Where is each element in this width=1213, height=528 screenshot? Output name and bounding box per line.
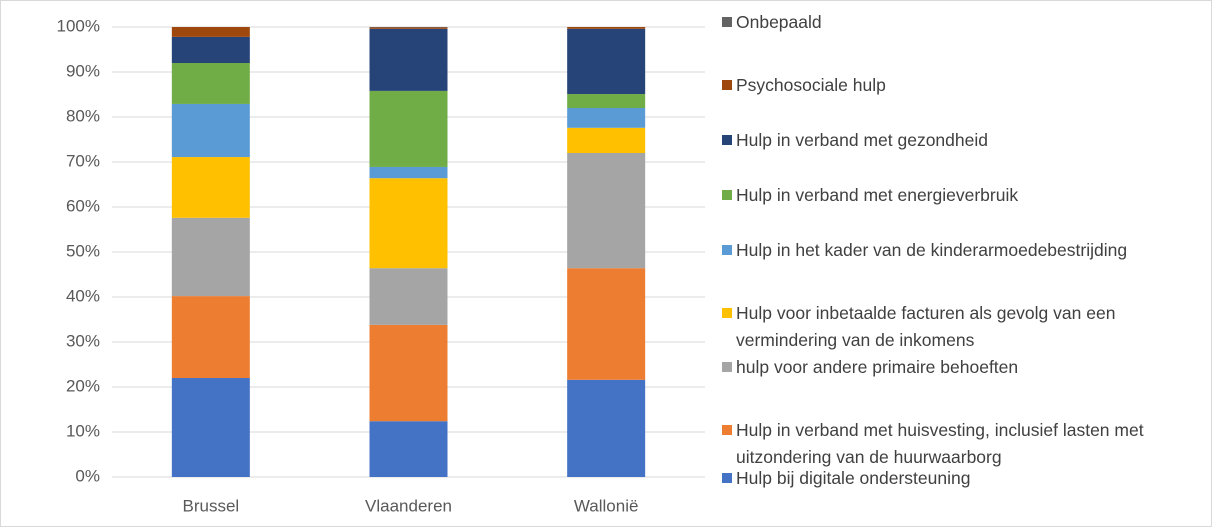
legend-item: Hulp in het kader van de kinderarmoedebe… xyxy=(722,237,1213,264)
bar-segment xyxy=(171,103,250,158)
legend-item: Hulp bij digitale ondersteuning xyxy=(722,465,1213,492)
y-tick-label: 80% xyxy=(66,106,100,125)
legend-swatch xyxy=(722,308,732,318)
legend-swatch xyxy=(722,80,732,90)
bar-segment xyxy=(369,90,448,167)
bar-segment xyxy=(567,268,646,380)
legend-swatch xyxy=(722,245,732,255)
y-tick-label: 30% xyxy=(66,331,100,350)
bar-segment xyxy=(369,324,448,422)
y-tick-label: 60% xyxy=(66,196,100,215)
bar-segment xyxy=(171,296,250,378)
y-tick-label: 20% xyxy=(66,376,100,395)
y-tick-label: 50% xyxy=(66,241,100,260)
y-tick-label: 100% xyxy=(57,16,100,35)
legend-item: Hulp voor inbetaalde facturen als gevolg… xyxy=(722,300,1213,354)
legend-item: Hulp in verband met huisvesting, inclusi… xyxy=(722,417,1213,471)
bar-segment xyxy=(567,153,646,269)
bar-segment xyxy=(567,127,646,153)
bar-segment xyxy=(369,166,448,179)
legend-label: Hulp bij digitale ondersteuning xyxy=(736,468,971,488)
bar-segment xyxy=(171,217,250,297)
legend-swatch xyxy=(722,362,732,372)
legend-label: Hulp voor inbetaalde facturen als gevolg… xyxy=(736,303,1116,350)
bar-segment xyxy=(567,94,646,108)
bar-segment xyxy=(369,268,448,325)
legend-label: Hulp in verband met huisvesting, inclusi… xyxy=(736,420,1144,467)
y-tick-label: 70% xyxy=(66,151,100,170)
legend-label: hulp voor andere primaire behoeften xyxy=(736,357,1019,377)
legend-item: Hulp in verband met energieverbruik xyxy=(722,182,1213,209)
legend-label: Psychosociale hulp xyxy=(736,75,886,95)
bar-segment xyxy=(567,28,646,95)
bar-segment xyxy=(369,27,448,29)
bar-segment xyxy=(171,27,250,37)
bar-segment xyxy=(369,421,448,477)
legend-swatch xyxy=(722,473,732,483)
bar-segment xyxy=(369,28,448,91)
x-tick-label: Brussel xyxy=(182,496,239,515)
y-tick-label: 90% xyxy=(66,61,100,80)
x-tick-label: Wallonië xyxy=(574,496,639,515)
legend-swatch xyxy=(722,190,732,200)
bar-segment xyxy=(567,27,646,29)
bar-segment xyxy=(171,36,250,63)
legend-label: Hulp in verband met energieverbruik xyxy=(736,185,1019,205)
legend-item: Psychosociale hulp xyxy=(722,72,1213,99)
legend-swatch xyxy=(722,17,732,27)
bar-segment xyxy=(171,63,250,104)
bar-segment xyxy=(171,378,250,477)
x-tick-label: Vlaanderen xyxy=(365,496,452,515)
legend-item: hulp voor andere primaire behoeften xyxy=(722,354,1213,381)
legend-label: Hulp in het kader van de kinderarmoedebe… xyxy=(736,240,1128,260)
legend-swatch xyxy=(722,135,732,145)
legend-item: Hulp in verband met gezondheid xyxy=(722,127,1213,154)
legend-swatch xyxy=(722,425,732,435)
legend-item: Onbepaald xyxy=(722,9,1213,36)
y-tick-label: 0% xyxy=(75,466,100,485)
bar-segment xyxy=(369,178,448,269)
bar-segment xyxy=(567,108,646,128)
legend-label: Onbepaald xyxy=(736,12,822,32)
y-tick-label: 40% xyxy=(66,286,100,305)
legend-label: Hulp in verband met gezondheid xyxy=(736,130,988,150)
bar-segment xyxy=(171,157,250,218)
y-tick-label: 10% xyxy=(66,421,100,440)
bar-segment xyxy=(567,379,646,477)
